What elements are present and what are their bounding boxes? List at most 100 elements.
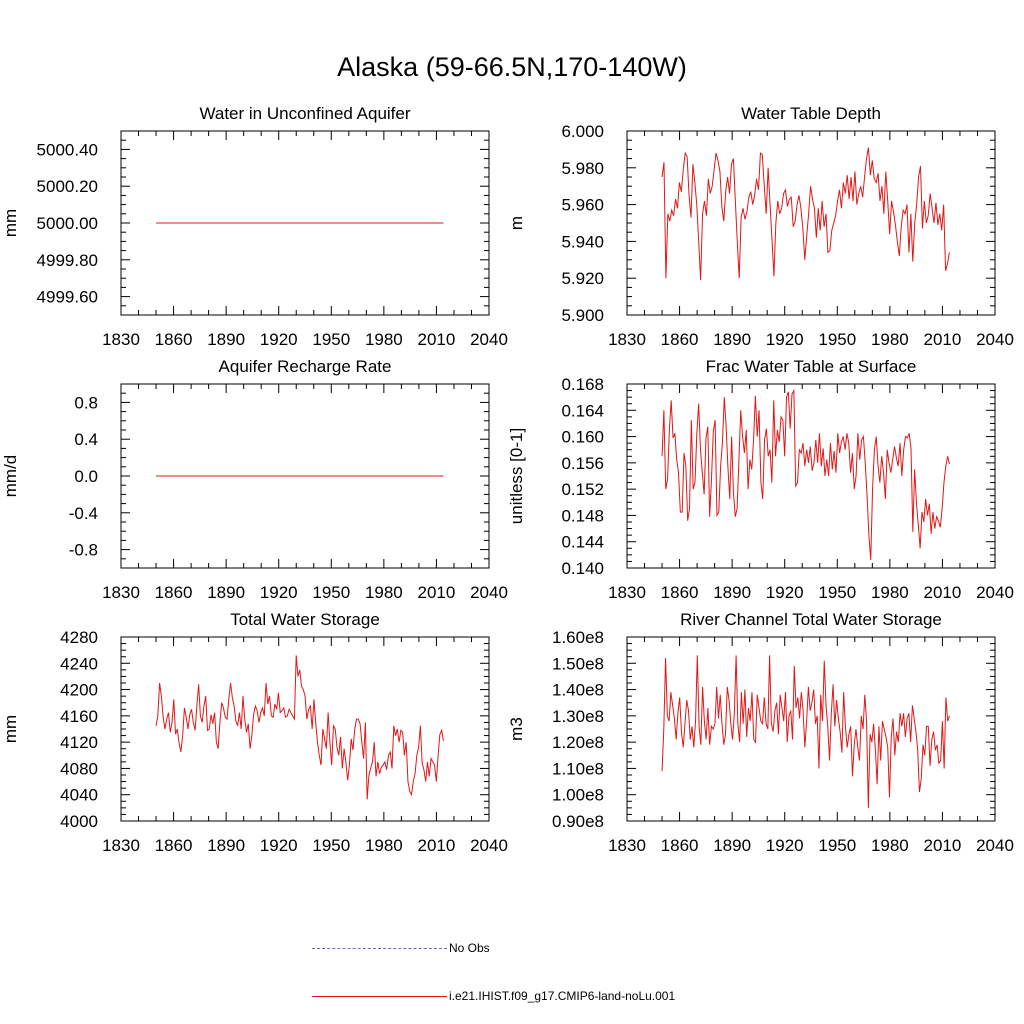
x-tick-label: 1920 xyxy=(766,583,804,602)
x-tick-label: 1830 xyxy=(102,836,140,855)
x-tick-label: 2040 xyxy=(470,330,508,349)
y-tick-label: 4040 xyxy=(60,786,98,805)
x-tick-label: 1860 xyxy=(155,836,193,855)
chart-panel-6: River Channel Total Water Storage m3 1830 1… xyxy=(507,610,1014,855)
y-axis-label: unitless [0-1] xyxy=(507,428,526,524)
series-line xyxy=(661,655,950,808)
x-tick-label: 1980 xyxy=(871,836,909,855)
x-tick-label: 1890 xyxy=(207,836,245,855)
y-tick-label: 5.980 xyxy=(561,159,604,178)
x-tick-label: 1950 xyxy=(312,836,350,855)
legend-solid-line-swatch xyxy=(312,995,447,997)
x-tick-label: 1980 xyxy=(365,330,403,349)
y-tick-label: 0.140 xyxy=(561,559,604,578)
legend-label-model-run: i.e21.IHIST.f09_g17.CMIP6-land-noLu.001 xyxy=(449,989,676,1003)
x-tick-label: 2010 xyxy=(924,583,962,602)
x-tick-label: 1860 xyxy=(661,836,699,855)
panel-title: Total Water Storage xyxy=(230,610,380,629)
y-tick-label: 5000.00 xyxy=(37,214,98,233)
y-tick-label: 5000.20 xyxy=(37,177,98,196)
x-tick-label: 2040 xyxy=(470,583,508,602)
x-tick-label: 1980 xyxy=(871,583,909,602)
legend-label-no-obs: No Obs xyxy=(449,941,490,955)
y-axis-label: m xyxy=(507,216,526,230)
chart-panel-5: Total Water Storage mm 1830 1860 1890 1920 195… xyxy=(1,610,508,855)
y-tick-label: 0.90e8 xyxy=(552,812,604,831)
x-tick-label: 1950 xyxy=(312,330,350,349)
y-tick-label: 4280 xyxy=(60,628,98,647)
x-tick-label: 2010 xyxy=(924,330,962,349)
x-tick-label: 2010 xyxy=(418,836,456,855)
plot-frame xyxy=(626,636,996,822)
y-axis-label: mm xyxy=(1,715,20,743)
x-tick-label: 1830 xyxy=(608,330,646,349)
x-tick-label: 1890 xyxy=(713,583,751,602)
panel-title: Frac Water Table at Surface xyxy=(706,357,917,376)
y-tick-label: 1.60e8 xyxy=(552,628,604,647)
y-tick-label: 5.960 xyxy=(561,196,604,215)
y-tick-label: 1.30e8 xyxy=(552,707,604,726)
x-tick-label: 1980 xyxy=(871,330,909,349)
y-tick-label: 4000 xyxy=(60,812,98,831)
series-line xyxy=(661,388,950,561)
x-tick-label: 1920 xyxy=(260,583,298,602)
x-tick-label: 1950 xyxy=(818,836,856,855)
y-tick-label: 1.10e8 xyxy=(552,759,604,778)
x-tick-label: 2040 xyxy=(470,836,508,855)
panel-title: Water Table Depth xyxy=(741,104,881,123)
x-tick-label: 2010 xyxy=(924,836,962,855)
y-tick-label: 5000.40 xyxy=(37,140,98,159)
x-tick-label: 1830 xyxy=(608,583,646,602)
x-tick-label: 1920 xyxy=(766,330,804,349)
y-tick-label: 4080 xyxy=(60,759,98,778)
x-tick-label: 1890 xyxy=(713,836,751,855)
x-tick-label: 2010 xyxy=(418,330,456,349)
y-tick-label: 1.20e8 xyxy=(552,733,604,752)
chart-panel-2: Water Table Depth m 1830 1860 1890 1920 1950 19… xyxy=(507,104,1014,349)
x-tick-label: 1980 xyxy=(365,836,403,855)
plot-frame xyxy=(626,130,996,316)
legend-dashed-line-swatch xyxy=(312,947,447,949)
panel-title: Aquifer Recharge Rate xyxy=(219,357,392,376)
chart-panel-3: Aquifer Recharge Rate mm/d 1830 1860 1890 192… xyxy=(1,357,508,602)
y-tick-label: 5.920 xyxy=(561,269,604,288)
y-axis-label: mm xyxy=(1,209,20,237)
y-axis-label: m3 xyxy=(507,717,526,741)
x-tick-label: 1920 xyxy=(260,836,298,855)
y-tick-label: 5.940 xyxy=(561,232,604,251)
chart-panel-4: Frac Water Table at Surface unitless [0-1… xyxy=(507,357,1014,602)
y-tick-label: -0.4 xyxy=(69,504,98,523)
y-tick-label: 1.00e8 xyxy=(552,786,604,805)
y-tick-label: 4200 xyxy=(60,681,98,700)
series-line xyxy=(155,655,444,800)
y-tick-label: 0.164 xyxy=(561,401,604,420)
x-tick-label: 1860 xyxy=(155,583,193,602)
y-tick-label: 1.50e8 xyxy=(552,654,604,673)
x-tick-label: 1950 xyxy=(818,583,856,602)
plot-frame xyxy=(626,383,996,569)
y-tick-label: 0.0 xyxy=(74,467,98,486)
x-tick-label: 1980 xyxy=(365,583,403,602)
y-tick-label: 4999.80 xyxy=(37,251,98,270)
plot-frame xyxy=(120,636,490,822)
y-axis-label: mm/d xyxy=(1,455,20,498)
series-line xyxy=(661,147,950,281)
x-tick-label: 1890 xyxy=(207,330,245,349)
panel-title: Water in Unconfined Aquifer xyxy=(199,104,410,123)
legend-item-no-obs: No Obs xyxy=(312,941,490,955)
y-tick-label: 0.160 xyxy=(561,428,604,447)
chart-panel-1: Water in Unconfined Aquifer mm 1830 1860 189… xyxy=(1,104,508,349)
y-tick-label: -0.8 xyxy=(69,541,98,560)
y-tick-label: 0.148 xyxy=(561,506,604,525)
y-tick-label: 0.152 xyxy=(561,480,604,499)
x-tick-label: 2040 xyxy=(976,583,1014,602)
x-tick-label: 1890 xyxy=(207,583,245,602)
y-tick-label: 4160 xyxy=(60,707,98,726)
y-tick-label: 4120 xyxy=(60,733,98,752)
panel-title: River Channel Total Water Storage xyxy=(680,610,942,629)
y-tick-label: 0.4 xyxy=(74,430,98,449)
x-tick-label: 1950 xyxy=(818,330,856,349)
y-tick-label: 6.000 xyxy=(561,122,604,141)
y-tick-label: 0.8 xyxy=(74,393,98,412)
